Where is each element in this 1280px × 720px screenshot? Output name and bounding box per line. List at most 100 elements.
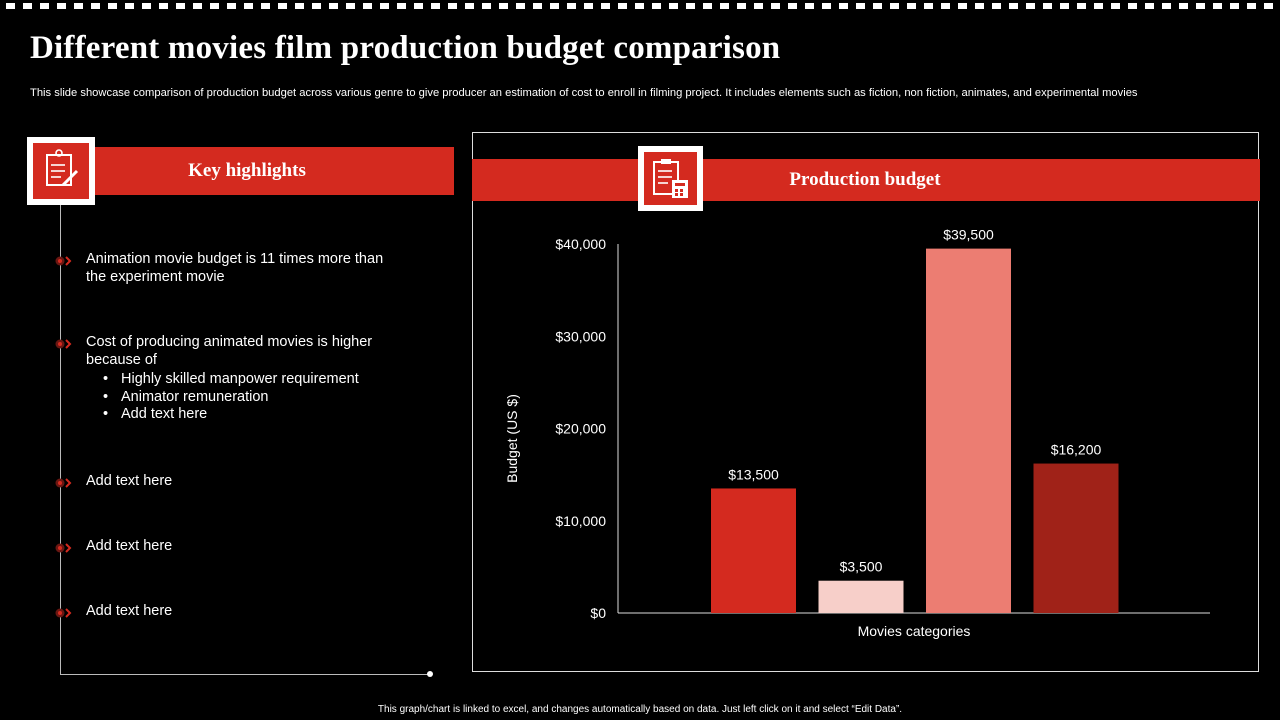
bar-value-label: $3,500 (840, 559, 883, 575)
film-hole (312, 3, 321, 9)
production-budget-heading: Production budget (789, 169, 941, 190)
highlight-text: Add text here (86, 473, 173, 489)
highlight-text: Add text here (86, 603, 173, 619)
film-hole (1196, 3, 1205, 9)
film-hole (414, 3, 423, 9)
film-hole (1026, 3, 1035, 9)
film-hole (244, 3, 253, 9)
production-budget-frame (472, 132, 1259, 672)
y-tick-label: $30,000 (555, 328, 606, 344)
highlight-sub-item: Add text here (103, 406, 396, 424)
y-tick-label: $0 (590, 605, 606, 621)
film-hole (295, 3, 304, 9)
bar-value-label: $16,200 (1051, 442, 1102, 458)
film-hole (1264, 3, 1273, 9)
film-hole (193, 3, 202, 9)
highlight-sub-item: Animator remuneration (103, 389, 396, 407)
highlight-bullet-icon (55, 541, 75, 553)
film-hole (329, 3, 338, 9)
film-hole (91, 3, 100, 9)
bar-value-label: $39,500 (943, 227, 994, 243)
production-budget-bar (472, 159, 1260, 201)
film-hole (669, 3, 678, 9)
film-hole (482, 3, 491, 9)
key-highlights-heading: Key highlights (188, 160, 306, 181)
film-hole (1247, 3, 1256, 9)
film-hole (1060, 3, 1069, 9)
film-hole (6, 3, 15, 9)
film-hole (57, 3, 66, 9)
film-hole (159, 3, 168, 9)
film-hole (703, 3, 712, 9)
film-hole (1179, 3, 1188, 9)
film-hole (686, 3, 695, 9)
page-title: Different movies film production budget … (30, 30, 781, 66)
film-hole (1162, 3, 1171, 9)
film-hole (618, 3, 627, 9)
film-hole (975, 3, 984, 9)
bar (711, 488, 796, 613)
film-hole (176, 3, 185, 9)
film-hole (992, 3, 1001, 9)
timeline-baseline (60, 674, 430, 675)
highlight-item: Add text here (86, 472, 396, 490)
highlight-bullet-icon (55, 606, 75, 618)
film-hole (635, 3, 644, 9)
film-hole (40, 3, 49, 9)
bar (818, 580, 904, 613)
highlight-item: Add text here (86, 537, 396, 555)
x-axis-label: Movies categories (858, 623, 971, 639)
film-hole (941, 3, 950, 9)
y-axis-label: Budget (US $) (504, 394, 520, 483)
highlight-item: Cost of producing animated movies is hig… (86, 333, 396, 424)
film-hole (142, 3, 151, 9)
film-hole (346, 3, 355, 9)
highlight-sub-item: Highly skilled manpower requirement (103, 371, 396, 389)
film-hole (856, 3, 865, 9)
film-hole (74, 3, 83, 9)
film-hole (499, 3, 508, 9)
film-hole (380, 3, 389, 9)
page-subtitle: This slide showcase comparison of produc… (30, 87, 1138, 99)
bar (926, 248, 1011, 614)
highlight-text: Animation movie budget is 11 times more … (86, 251, 384, 285)
film-hole (737, 3, 746, 9)
film-hole (1111, 3, 1120, 9)
film-hole (1230, 3, 1239, 9)
film-hole (822, 3, 831, 9)
film-hole (261, 3, 270, 9)
film-hole (516, 3, 525, 9)
film-hole (805, 3, 814, 9)
highlight-bullet-icon (55, 476, 75, 488)
film-hole (771, 3, 780, 9)
film-hole (431, 3, 440, 9)
highlight-sub-list: Highly skilled manpower requirementAnima… (86, 371, 396, 424)
film-hole (924, 3, 933, 9)
film-hole (23, 3, 32, 9)
film-hole (754, 3, 763, 9)
footer-note: This graph/chart is linked to excel, and… (377, 704, 903, 715)
film-hole (601, 3, 610, 9)
film-hole (533, 3, 542, 9)
film-hole (720, 3, 729, 9)
checklist-pen-icon (27, 137, 95, 205)
y-tick-label: $40,000 (555, 236, 606, 252)
film-hole (907, 3, 916, 9)
highlight-bullet-icon (55, 254, 75, 266)
bar (1033, 463, 1119, 613)
film-hole (465, 3, 474, 9)
timeline-end-dot (427, 671, 433, 677)
film-hole (397, 3, 406, 9)
bar-value-label: $13,500 (728, 466, 779, 482)
film-strip (0, 0, 1280, 12)
film-hole (1009, 3, 1018, 9)
film-hole (890, 3, 899, 9)
film-hole (1043, 3, 1052, 9)
film-hole (210, 3, 219, 9)
film-hole (1128, 3, 1137, 9)
film-hole (788, 3, 797, 9)
highlight-item: Add text here (86, 602, 396, 620)
film-hole (1213, 3, 1222, 9)
y-tick-label: $20,000 (555, 421, 606, 437)
